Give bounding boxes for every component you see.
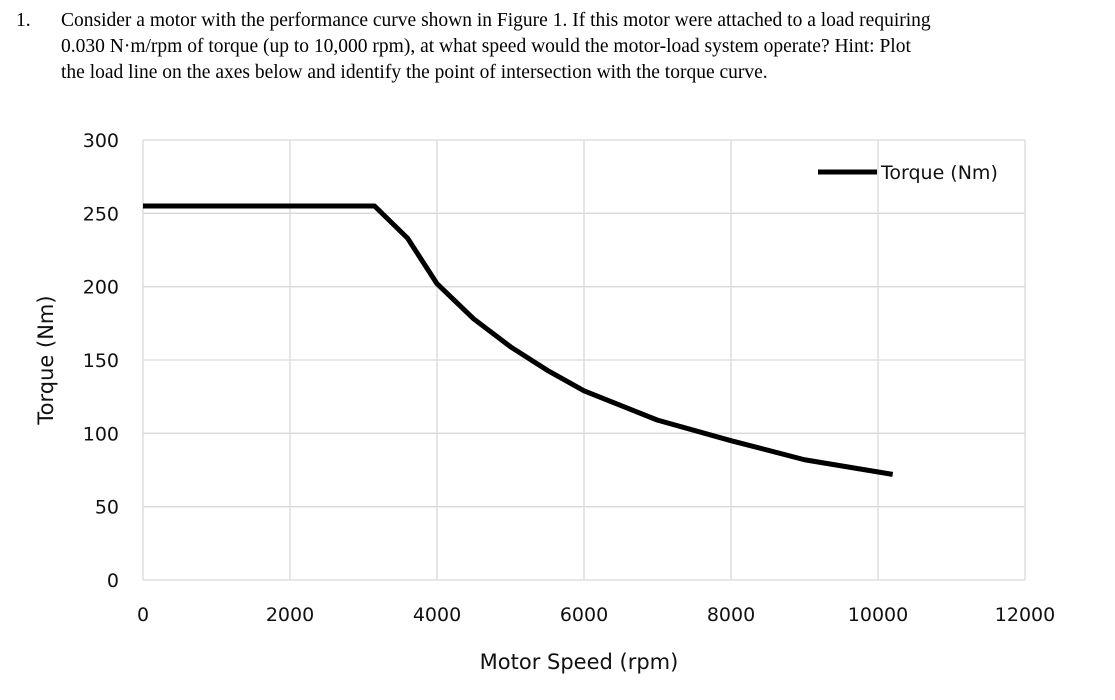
- question-number: 1.: [16, 10, 31, 31]
- legend-label: Torque (Nm): [880, 162, 998, 184]
- y-tick-label: 50: [95, 497, 119, 519]
- y-tick-label: 300: [83, 130, 119, 152]
- x-tick-label: 4000: [413, 604, 461, 626]
- x-tick-label: 10000: [848, 604, 908, 626]
- x-axis-title: Motor Speed (rpm): [480, 650, 679, 674]
- question-text: Consider a motor with the performance cu…: [61, 8, 1101, 86]
- y-tick-label: 150: [83, 350, 119, 372]
- y-tick-label: 200: [83, 277, 119, 299]
- y-tick-label: 0: [107, 570, 119, 592]
- question-line-3: the load line on the axes below and iden…: [61, 62, 768, 83]
- x-tick-label: 8000: [707, 604, 755, 626]
- x-tick-label: 6000: [560, 604, 608, 626]
- x-tick-labels: 0 2000 4000 6000 8000 10000 12000: [137, 604, 1055, 626]
- x-tick-label: 2000: [266, 604, 314, 626]
- gridlines: [142, 139, 1026, 581]
- series-line-torque: [143, 203, 894, 477]
- question-line-2: 0.030 N·m/rpm of torque (up to 10,000 rp…: [61, 36, 911, 57]
- series-group: [143, 203, 894, 477]
- x-tick-label: 0: [137, 604, 149, 626]
- legend: Torque (Nm): [818, 162, 998, 184]
- y-axis-title: Torque (Nm): [34, 295, 58, 425]
- x-tick-label: 12000: [995, 604, 1055, 626]
- y-tick-label: 100: [83, 423, 119, 445]
- question-line-1: Consider a motor with the performance cu…: [61, 10, 931, 31]
- y-tick-labels: 0 50 100 150 200 250 300: [83, 130, 119, 592]
- y-tick-label: 250: [83, 203, 119, 225]
